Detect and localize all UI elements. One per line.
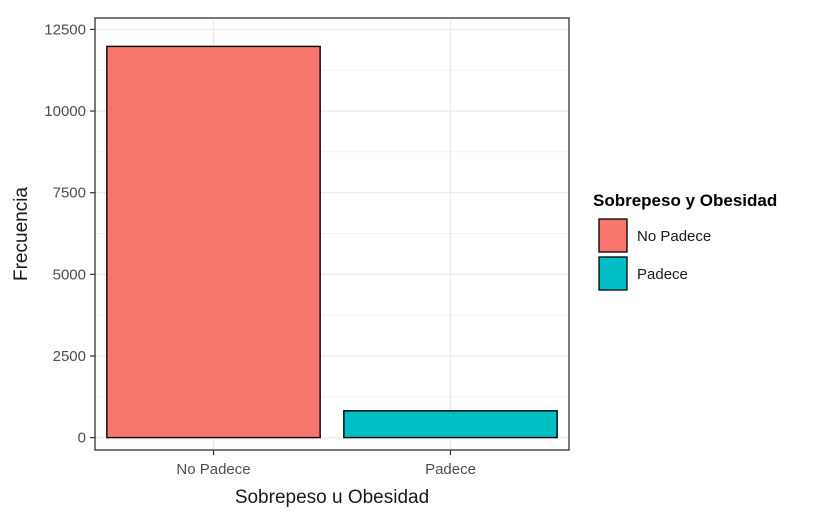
y-tick-label: 7500 xyxy=(53,185,86,202)
plot-panel xyxy=(94,17,570,451)
bars xyxy=(106,45,558,439)
x-axis: No Padece Padece xyxy=(176,450,476,478)
panel-border xyxy=(94,17,570,451)
y-tick-label: 10000 xyxy=(44,103,86,120)
bar-padece xyxy=(343,410,558,439)
legend-label: No Padece xyxy=(637,228,711,245)
bar-no-padece xyxy=(106,45,321,439)
x-tick-label: No Padece xyxy=(176,461,250,478)
y-axis-title: Frecuencia xyxy=(11,187,32,281)
y-tick-label: 12500 xyxy=(44,21,86,38)
y-tick-label: 5000 xyxy=(53,266,86,283)
legend-title: Sobrepeso y Obesidad xyxy=(593,191,777,210)
legend: Sobrepeso y Obesidad No Padece Padece xyxy=(593,191,777,291)
legend-swatch xyxy=(598,218,628,253)
legend-label: Padece xyxy=(637,266,688,283)
x-axis-title: Sobrepeso u Obesidad xyxy=(235,487,429,508)
y-axis: 0 2500 5000 7500 10000 12500 xyxy=(44,21,95,447)
legend-swatch xyxy=(598,256,628,291)
legend-items: No Padece Padece xyxy=(598,218,711,291)
x-tick-label: Padece xyxy=(425,461,476,478)
y-tick-label: 2500 xyxy=(53,348,86,365)
y-tick-label: 0 xyxy=(78,430,86,447)
